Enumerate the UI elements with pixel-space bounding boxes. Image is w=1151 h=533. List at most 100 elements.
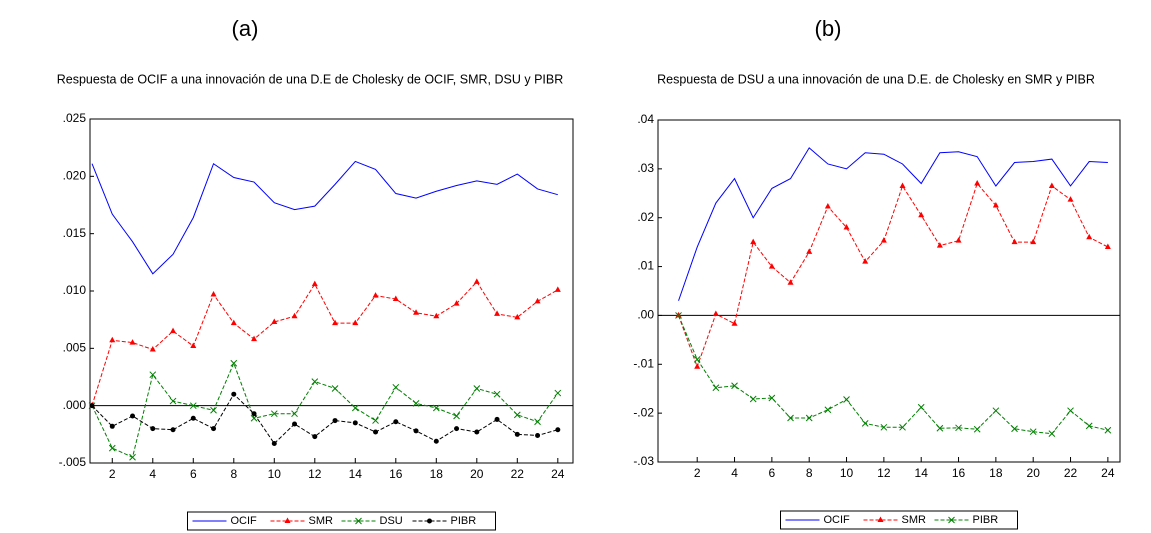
- marker: [433, 438, 439, 444]
- marker: [787, 414, 794, 422]
- marker: [210, 406, 217, 414]
- marker: [936, 242, 943, 248]
- marker: [675, 312, 682, 319]
- marker: [712, 384, 720, 392]
- x-tick-label: 6: [190, 467, 197, 481]
- marker: [291, 312, 298, 319]
- x-tick-label: 12: [877, 466, 891, 480]
- x-tick-label: 4: [731, 466, 738, 480]
- legend-label: OCIF: [824, 514, 851, 526]
- y-tick-label: .005: [63, 341, 87, 355]
- x-tick-label: 10: [268, 467, 282, 481]
- marker: [231, 391, 237, 397]
- marker: [534, 297, 541, 304]
- marker: [948, 516, 955, 524]
- marker: [1011, 425, 1018, 433]
- marker: [190, 415, 196, 421]
- marker: [433, 312, 440, 319]
- marker: [535, 432, 541, 438]
- legend-box: [780, 510, 1018, 530]
- marker: [109, 423, 115, 429]
- marker: [251, 335, 258, 342]
- marker: [554, 286, 561, 292]
- x-tick-label: 8: [806, 466, 813, 480]
- x-tick-label: 2: [694, 466, 701, 480]
- marker: [372, 292, 379, 298]
- marker: [1030, 238, 1037, 245]
- marker: [332, 319, 339, 326]
- marker: [675, 311, 682, 318]
- marker: [149, 345, 156, 352]
- marker: [210, 290, 217, 297]
- marker: [1011, 238, 1018, 245]
- y-tick-label: -.01: [633, 356, 654, 370]
- y-tick-label: .020: [63, 169, 87, 183]
- legend-label: PIBR: [451, 515, 477, 527]
- marker: [824, 202, 831, 209]
- x-tick-label: 18: [430, 467, 444, 481]
- marker: [918, 211, 925, 218]
- marker: [877, 516, 884, 522]
- marker: [880, 423, 888, 431]
- y-tick-label: .00: [637, 308, 654, 322]
- marker: [331, 385, 339, 392]
- x-tick-label: 24: [1101, 466, 1115, 480]
- marker: [372, 417, 379, 424]
- x-tick-label: 16: [389, 467, 403, 481]
- marker: [992, 407, 1000, 415]
- x-tick-label: 2: [109, 467, 116, 481]
- legend-label: PIBR: [973, 514, 999, 526]
- panel-label: (a): [232, 16, 259, 41]
- y-tick-label: .04: [637, 112, 654, 126]
- marker: [292, 421, 298, 427]
- marker: [189, 402, 197, 410]
- marker: [1067, 196, 1074, 202]
- marker: [555, 427, 561, 433]
- marker: [412, 400, 420, 407]
- marker: [473, 278, 480, 284]
- y-tick-label: .01: [637, 259, 654, 273]
- marker: [230, 319, 237, 326]
- marker: [454, 426, 460, 432]
- marker: [271, 441, 277, 447]
- series-line: [678, 147, 1108, 301]
- marker: [534, 418, 541, 426]
- marker: [513, 411, 521, 419]
- marker: [974, 180, 981, 186]
- y-tick-label: .000: [63, 398, 87, 412]
- marker: [1048, 182, 1055, 188]
- series-line: [678, 315, 1108, 435]
- chart-title: Respuesta de DSU a una innovación de una…: [657, 72, 1095, 86]
- marker: [109, 336, 116, 343]
- x-tick-label: 14: [915, 466, 929, 480]
- marker: [130, 413, 136, 419]
- legend-label: SMR: [902, 514, 927, 526]
- marker: [712, 310, 719, 316]
- x-tick-label: 18: [989, 466, 1003, 480]
- marker: [899, 182, 906, 188]
- marker: [392, 383, 400, 391]
- x-tick-label: 12: [308, 467, 322, 481]
- y-tick-label: .03: [637, 161, 654, 175]
- x-tick-label: 6: [769, 466, 776, 480]
- legend-label: DSU: [380, 515, 403, 527]
- marker: [1085, 422, 1093, 430]
- marker: [251, 411, 257, 417]
- x-tick-label: 8: [230, 467, 237, 481]
- marker: [1029, 428, 1037, 436]
- y-tick-label: -.005: [59, 455, 87, 469]
- x-tick-label: 14: [349, 467, 363, 481]
- marker: [955, 424, 962, 432]
- marker: [291, 410, 298, 418]
- marker: [355, 517, 362, 525]
- marker: [862, 258, 869, 264]
- marker: [170, 327, 177, 334]
- legend: OCIF SMR PIBR: [780, 510, 1018, 530]
- marker: [843, 223, 850, 230]
- series-line: [91, 393, 558, 445]
- x-tick-label: 22: [1064, 466, 1078, 480]
- marker: [89, 403, 95, 409]
- marker: [473, 385, 481, 392]
- x-tick-label: 10: [840, 466, 854, 480]
